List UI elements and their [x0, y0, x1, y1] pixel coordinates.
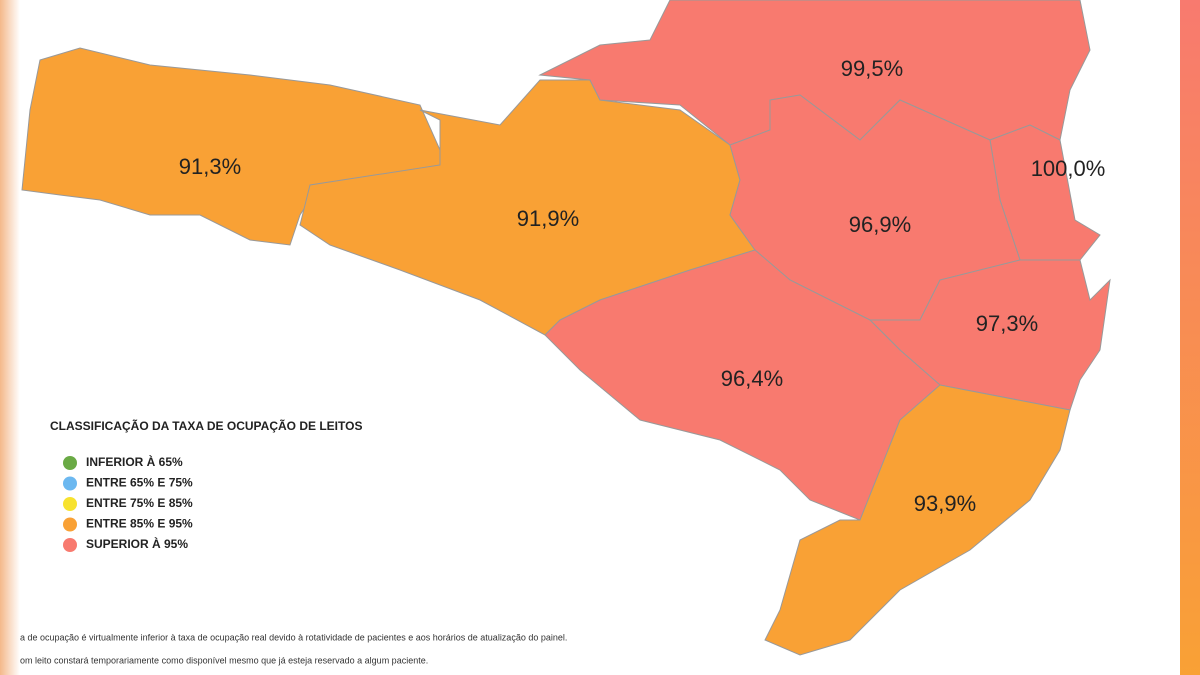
region [764, 384, 1071, 656]
legend-swatch [63, 517, 77, 532]
legend-swatch [63, 476, 77, 491]
right-edge [1180, 0, 1200, 675]
legend-label: INFERIOR À 65% [86, 454, 183, 469]
region-label: 100,0% [1031, 156, 1106, 181]
region-label: 93,9% [914, 491, 976, 516]
legend-label: ENTRE 75% E 85% [86, 496, 193, 510]
legend-label: ENTRE 85% E 95% [86, 517, 193, 531]
region-label: 91,3% [179, 154, 241, 179]
legend-title: CLASSIFICAÇÃO DA TAXA DE OCUPAÇÃO DE LEI… [50, 418, 362, 433]
legend-swatch [63, 538, 77, 552]
legend-label: ENTRE 65% E 75% [86, 476, 193, 490]
region-label: 97,3% [976, 311, 1038, 336]
legend-swatch [63, 456, 77, 470]
legend-swatch [63, 497, 77, 511]
footnote: om leito constará temporariamente como d… [20, 655, 428, 665]
legend-label: SUPERIOR À 95% [86, 536, 188, 551]
legend: INFERIOR À 65% ENTRE 65% E 75% ENTRE 75% E… [63, 454, 193, 552]
region-label: 96,9% [849, 212, 911, 237]
region [21, 47, 441, 246]
footnote: a de ocupação é virtualmente inferior à … [20, 632, 567, 642]
left-edge [0, 0, 20, 675]
region-label: 96,4% [721, 366, 783, 391]
region-label: 99,5% [841, 56, 903, 81]
regions [21, 0, 1111, 656]
region-label: 91,9% [517, 206, 579, 231]
